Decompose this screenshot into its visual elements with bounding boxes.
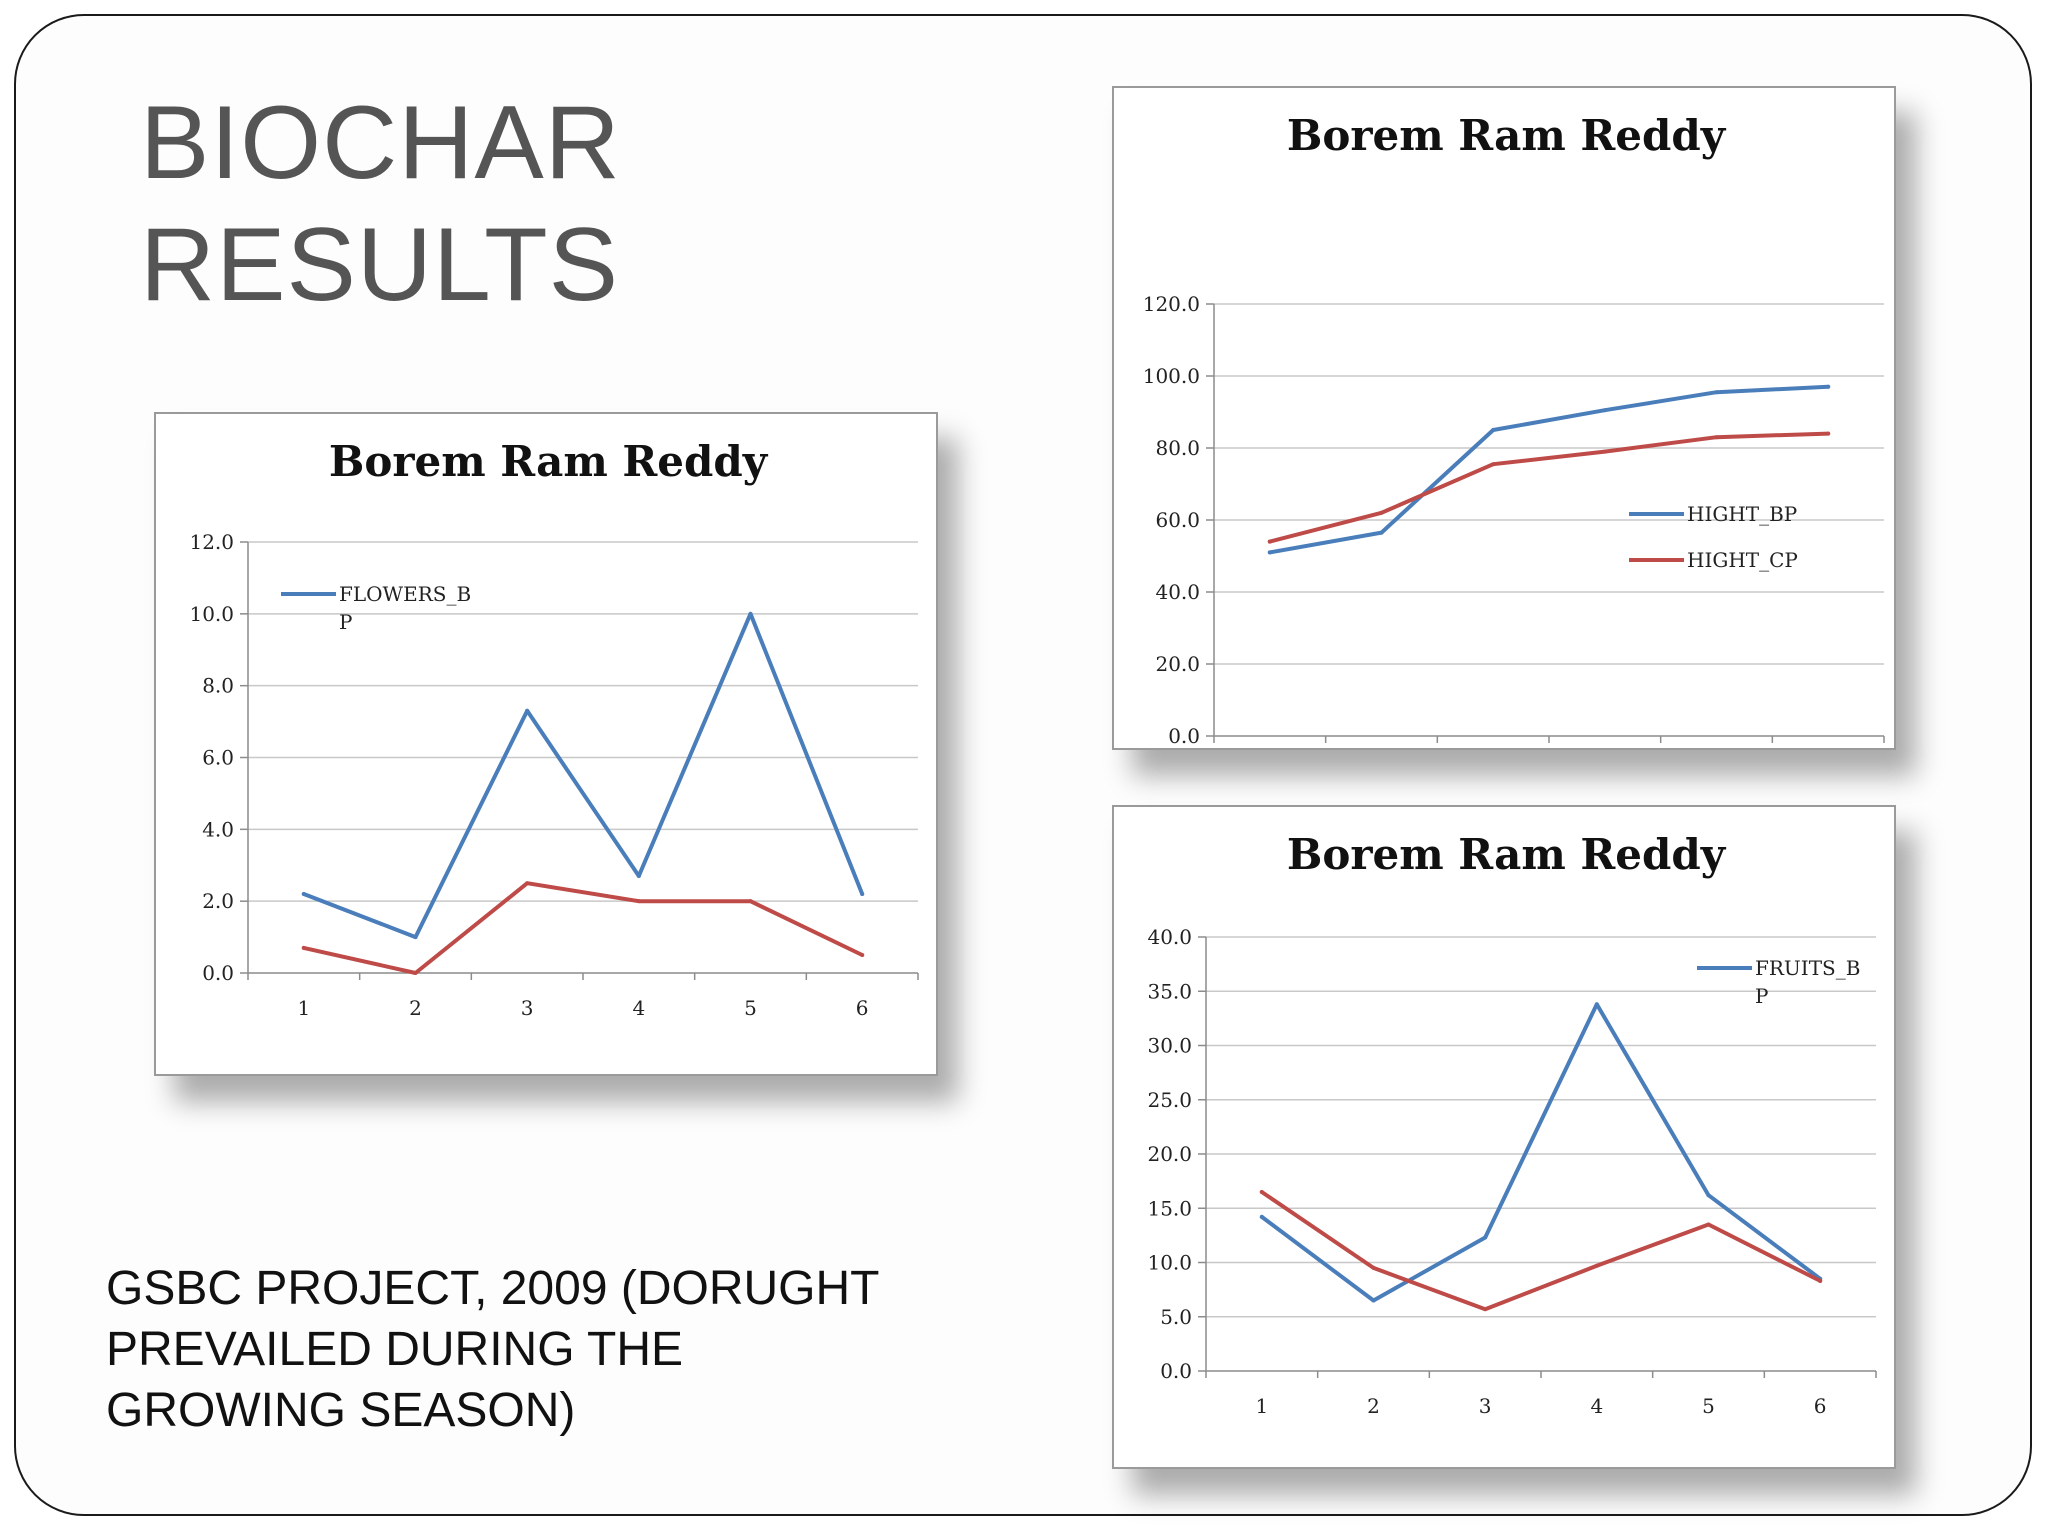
y-tick-label: 30.0 bbox=[1147, 1034, 1192, 1058]
series-line-2 bbox=[301, 881, 865, 975]
data-point bbox=[1371, 1265, 1376, 1270]
data-point bbox=[413, 935, 418, 940]
x-tick-label: 1 bbox=[297, 996, 310, 1020]
caption-line-2: PREVAILED DURING THE bbox=[106, 1323, 684, 1376]
data-point bbox=[1267, 539, 1272, 544]
y-tick-label: 5.0 bbox=[1160, 1305, 1192, 1329]
data-point bbox=[525, 881, 530, 886]
data-point bbox=[1259, 1214, 1264, 1219]
series-line-2 bbox=[1267, 431, 1831, 544]
flowers-chart: Borem Ram Reddy 0.0 2.0 4.0 6.0 8.0 10.0 12.0 1 2… bbox=[189, 437, 919, 1020]
y-tick-label: 4.0 bbox=[202, 817, 234, 841]
data-point bbox=[1602, 408, 1607, 413]
x-tick-label: 6 bbox=[1814, 1394, 1827, 1418]
chart-title: Borem Ram Reddy bbox=[1287, 830, 1727, 879]
legend-label: FRUITS_B P bbox=[1755, 956, 1860, 1008]
data-point bbox=[1602, 449, 1607, 454]
data-point bbox=[1714, 390, 1719, 395]
series-line-1 bbox=[1267, 384, 1831, 555]
y-tick-label: 12.0 bbox=[189, 530, 234, 554]
data-point bbox=[860, 953, 865, 958]
y-tick-label: 0.0 bbox=[1160, 1359, 1192, 1383]
y-tick-label: 0.0 bbox=[202, 961, 234, 985]
x-tick-label: 3 bbox=[521, 996, 534, 1020]
x-tick-label: 1 bbox=[1255, 1394, 1268, 1418]
flowers-chart-panel: Borem Ram Reddy 0.0 2.0 4.0 6.0 8.0 10.0 12.0 1 2… bbox=[154, 412, 938, 1076]
fruits-chart: Borem Ram Reddy 0.0 5.0 10.0 15.0 20.0 25.0 30.… bbox=[1147, 830, 1877, 1418]
y-tick-label: 60.0 bbox=[1155, 508, 1200, 532]
data-point bbox=[413, 971, 418, 975]
y-tick-label: 80.0 bbox=[1155, 436, 1200, 460]
fruits-chart-panel: Borem Ram Reddy 0.0 5.0 10.0 15.0 20.0 25.0 30.… bbox=[1112, 805, 1896, 1469]
y-tick-label: 8.0 bbox=[202, 674, 234, 698]
y-tick-label: 40.0 bbox=[1155, 580, 1200, 604]
y-tick-label: 20.0 bbox=[1155, 652, 1200, 676]
slide-title-line-1: BIOCHAR bbox=[140, 85, 621, 201]
data-point bbox=[1594, 1263, 1599, 1268]
data-point bbox=[860, 891, 865, 896]
legend-label: FLOWERS_B P bbox=[339, 582, 471, 634]
height-chart-panel: Borem Ram Reddy 0.0 20.0 40.0 60.0 80.0 100.0 1… bbox=[1112, 86, 1896, 750]
slide-caption: GSBC PROJECT, 2009 (DORUGHT PREVAILED DU… bbox=[106, 1258, 879, 1441]
chart-title: Borem Ram Reddy bbox=[329, 437, 769, 486]
data-point bbox=[1491, 428, 1496, 432]
x-tick-label: 3 bbox=[1479, 1394, 1492, 1418]
data-point bbox=[1594, 1002, 1599, 1007]
data-point bbox=[1259, 1189, 1264, 1194]
y-tick-label: 20.0 bbox=[1147, 1142, 1192, 1166]
y-tick-label: 15.0 bbox=[1147, 1196, 1192, 1220]
data-point bbox=[1483, 1235, 1488, 1240]
y-tick-label: 0.0 bbox=[1168, 724, 1200, 748]
data-point bbox=[748, 899, 753, 904]
legend-label: HIGHT_CP bbox=[1687, 548, 1798, 572]
x-tick-label: 5 bbox=[1702, 1394, 1715, 1418]
y-tick-label: 10.0 bbox=[1147, 1251, 1192, 1275]
data-point bbox=[1826, 384, 1831, 389]
y-tick-label: 10.0 bbox=[189, 602, 234, 626]
data-point bbox=[1379, 530, 1384, 535]
slide-title: BIOCHAR RESULTS bbox=[140, 82, 621, 326]
series-line-1 bbox=[1259, 1002, 1823, 1303]
data-point bbox=[301, 945, 306, 950]
y-tick-label: 100.0 bbox=[1143, 364, 1200, 388]
caption-line-1: GSBC PROJECT, 2009 (DORUGHT bbox=[106, 1262, 880, 1315]
data-point bbox=[1371, 1298, 1376, 1303]
data-point bbox=[1706, 1193, 1711, 1198]
height-chart: Borem Ram Reddy 0.0 20.0 40.0 60.0 80.0 100.0 1… bbox=[1143, 111, 1885, 748]
data-point bbox=[1267, 550, 1272, 555]
data-point bbox=[636, 899, 641, 904]
x-tick-label: 4 bbox=[632, 996, 645, 1020]
y-tick-label: 40.0 bbox=[1147, 925, 1192, 949]
y-tick-label: 2.0 bbox=[202, 889, 234, 913]
data-point bbox=[1818, 1278, 1823, 1283]
x-tick-label: 2 bbox=[1367, 1394, 1380, 1418]
data-point bbox=[1714, 435, 1719, 440]
slide-title-line-2: RESULTS bbox=[140, 207, 619, 323]
x-tick-label: 6 bbox=[856, 996, 869, 1020]
y-tick-label: 35.0 bbox=[1147, 979, 1192, 1003]
y-tick-label: 25.0 bbox=[1147, 1088, 1192, 1112]
data-point bbox=[748, 611, 753, 616]
data-point bbox=[636, 874, 641, 879]
data-point bbox=[1706, 1222, 1711, 1227]
data-point bbox=[1491, 462, 1496, 467]
caption-line-3: GROWING SEASON) bbox=[106, 1384, 576, 1437]
data-point bbox=[301, 891, 306, 896]
data-point bbox=[1826, 431, 1831, 436]
x-tick-label: 5 bbox=[744, 996, 757, 1020]
data-point bbox=[1379, 510, 1384, 515]
y-tick-label: 6.0 bbox=[202, 746, 234, 770]
legend-label: HIGHT_BP bbox=[1687, 502, 1797, 526]
chart-title: Borem Ram Reddy bbox=[1287, 111, 1727, 160]
y-tick-label: 120.0 bbox=[1143, 292, 1200, 316]
x-tick-label: 4 bbox=[1590, 1394, 1603, 1418]
x-tick-label: 2 bbox=[409, 996, 422, 1020]
series-line-2 bbox=[1259, 1190, 1823, 1312]
data-point bbox=[525, 708, 530, 713]
series-line-1 bbox=[301, 611, 865, 940]
data-point bbox=[1483, 1307, 1488, 1312]
